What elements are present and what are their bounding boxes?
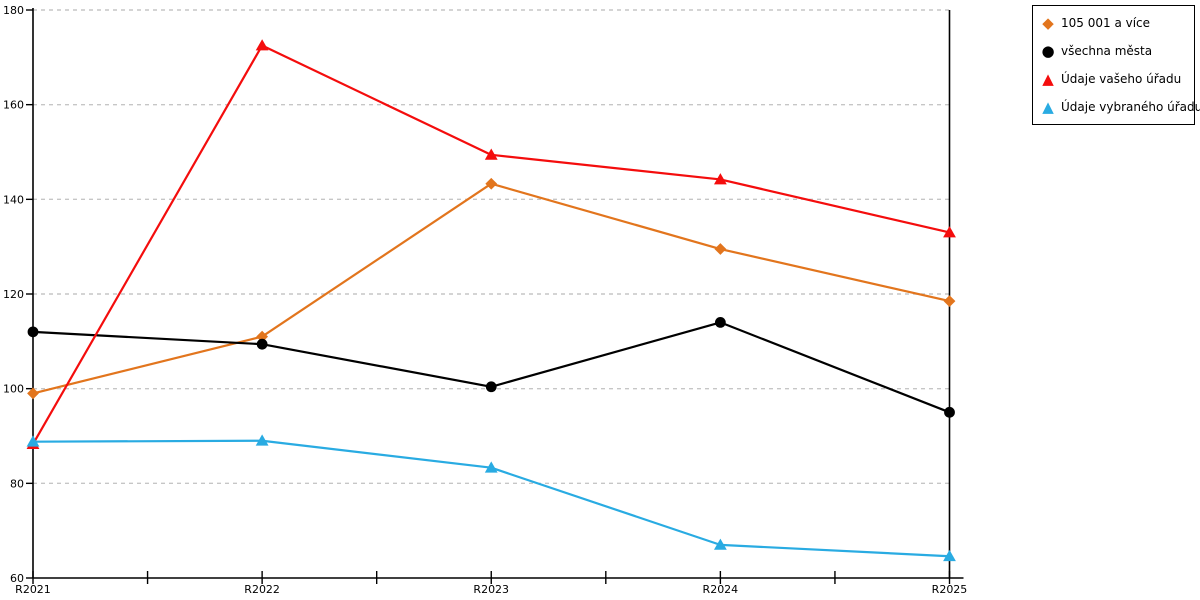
legend-item: ▲ Údaje vašeho úřadu (1033, 65, 1194, 93)
legend: ◆ 105 001 a více ● všechna města ▲ Údaje vaše… (1032, 5, 1200, 125)
data-point-3-1 (255, 434, 269, 446)
data-point-0-4 (943, 295, 956, 307)
legend-label: 105 001 a více (1061, 16, 1151, 30)
data-point-1-1 (256, 338, 268, 350)
legend-label: Údaje vybraného úřadu (1061, 100, 1200, 114)
triangle-icon: ▲ (1042, 69, 1054, 88)
data-point-2-3 (713, 173, 727, 185)
series-line-0 (31, 182, 951, 395)
data-point-0-0 (27, 387, 39, 400)
data-point-1-2 (485, 381, 497, 393)
legend-label: Údaje vašeho úřadu (1061, 72, 1182, 86)
y-axis-tick-label: 160 (3, 99, 24, 112)
x-axis-tick-label: R2023 (473, 583, 509, 596)
series-line-3 (31, 439, 951, 558)
data-point-1-0 (27, 326, 39, 338)
y-axis-tick-label: 180 (3, 4, 24, 17)
x-axis-tick-label: R2022 (244, 583, 280, 596)
diamond-icon: ◆ (1042, 13, 1054, 32)
x-axis-tick-label: R2025 (932, 583, 968, 596)
data-point-3-2 (484, 461, 498, 473)
legend-item: ◆ 105 001 a více (1033, 9, 1194, 37)
triangle-icon: ▲ (1042, 97, 1054, 116)
y-axis-tick-label: 100 (3, 383, 24, 396)
y-axis-tick-label: 140 (3, 193, 24, 206)
legend-item: ▲ Údaje vybraného úřadu (1033, 93, 1200, 121)
x-axis-tick-label: R2021 (15, 583, 51, 596)
data-point-2-2 (484, 148, 498, 160)
data-point-0-2 (485, 177, 498, 190)
y-axis-tick-label: 80 (10, 477, 24, 490)
y-axis-tick-label: 120 (3, 288, 24, 301)
data-point-2-4 (943, 226, 956, 238)
x-axis-tick-label: R2024 (703, 583, 739, 596)
data-point-3-3 (713, 538, 727, 550)
data-point-2-1 (255, 39, 269, 51)
data-point-0-1 (256, 330, 269, 343)
data-point-0-3 (714, 243, 727, 255)
legend-label: všechna města (1061, 44, 1153, 58)
data-point-3-0 (26, 435, 40, 447)
series-line-1 (31, 321, 951, 414)
data-point-1-3 (714, 317, 726, 328)
data-point-3-4 (943, 549, 956, 562)
circle-icon: ● (1041, 41, 1055, 60)
data-point-1-4 (944, 406, 955, 418)
legend-item: ● všechna města (1033, 37, 1194, 65)
y-axis-tick-label: 60 (10, 572, 24, 585)
